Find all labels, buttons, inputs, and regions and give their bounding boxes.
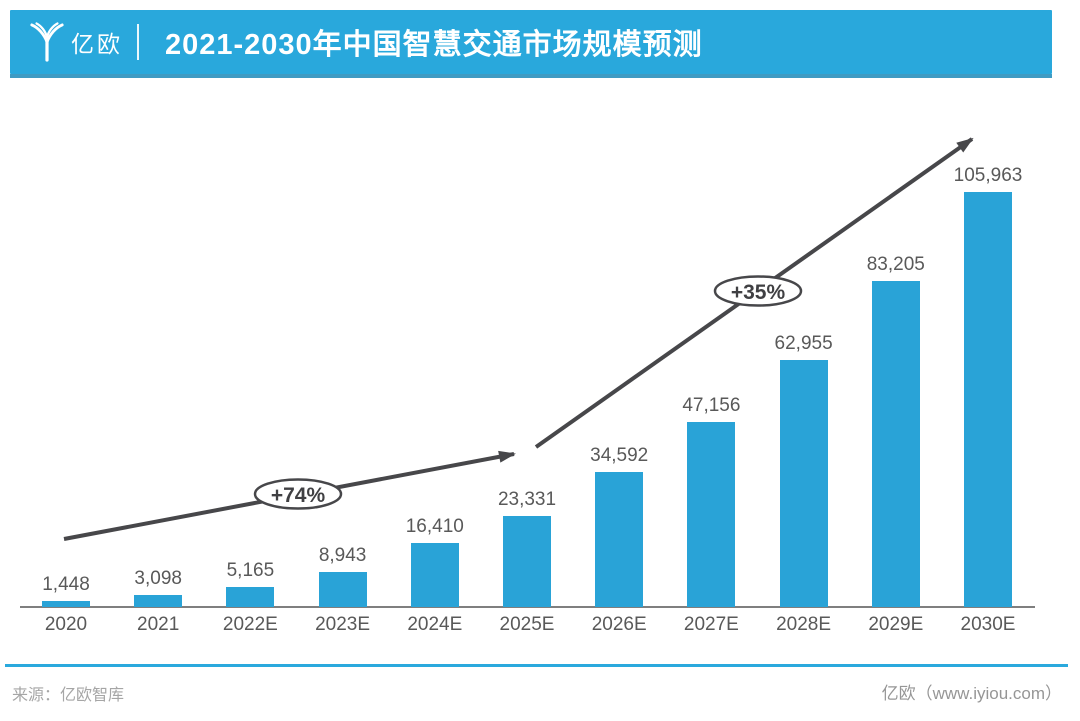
bar-2025E	[503, 516, 551, 607]
header-divider	[137, 24, 139, 60]
bar-2026E	[595, 472, 644, 607]
bar-2028E	[779, 360, 828, 607]
growth-badge-ellipse-1	[253, 478, 343, 510]
category-label-2025E: 2025E	[499, 614, 555, 635]
category-label-2027E: 2027E	[683, 614, 739, 635]
value-label-2024E: 16,410	[405, 516, 464, 537]
footer-credit-text: 亿欧（www.iyiou.com）	[881, 684, 1062, 703]
header-banner: 亿欧 2021-2030年中国智慧交通市场规模预测	[10, 10, 1052, 74]
value-label-2020: 1,448	[42, 574, 90, 595]
growth-badge-ellipse-2	[713, 275, 803, 307]
header-banner-shadow	[10, 74, 1052, 78]
value-label-2023E: 8,943	[318, 545, 367, 566]
category-label-2030E: 2030E	[960, 614, 1016, 635]
growth-badge-label-1: +74%	[271, 484, 326, 507]
category-label-2023E: 2023E	[315, 614, 371, 635]
value-label-2028E: 62,955	[774, 333, 833, 354]
bar-2020	[42, 601, 90, 607]
value-label-2021: 3,098	[134, 568, 182, 589]
category-label-2022E: 2022E	[222, 614, 278, 635]
page-title: 2021-2030年中国智慧交通市场规模预测	[165, 29, 703, 61]
iyiou-logo-icon	[30, 22, 64, 62]
bar-2023E	[318, 572, 367, 607]
bar-2029E	[871, 281, 920, 607]
category-label-2026E: 2026E	[591, 614, 647, 635]
value-label-2026E: 34,592	[590, 445, 649, 466]
footer-source-text: 来源：亿欧智库	[12, 687, 125, 704]
value-label-2030E: 105,963	[953, 165, 1023, 186]
iyiou-logo-text: 亿欧	[71, 31, 123, 57]
bar-2022E	[226, 587, 275, 607]
bar-2027E	[687, 422, 736, 607]
x-axis-line	[20, 606, 1035, 608]
category-label-2028E: 2028E	[776, 614, 832, 635]
value-label-2029E: 83,205	[866, 254, 925, 275]
bar-2024E	[410, 543, 459, 607]
bar-2021	[134, 595, 183, 607]
value-label-2025E: 23,331	[497, 489, 557, 510]
value-label-2022E: 5,165	[226, 560, 275, 581]
category-label-2020: 2020	[44, 614, 88, 635]
iyiou-logo: 亿欧	[28, 21, 123, 63]
growth-badge-label-2: +35%	[731, 281, 786, 304]
bar-2030E	[964, 192, 1012, 607]
category-label-2021: 2021	[137, 614, 180, 635]
value-label-2027E: 47,156	[682, 395, 741, 416]
category-label-2029E: 2029E	[868, 614, 924, 635]
category-label-2024E: 2024E	[407, 614, 463, 635]
footer-divider-line	[5, 664, 1068, 667]
